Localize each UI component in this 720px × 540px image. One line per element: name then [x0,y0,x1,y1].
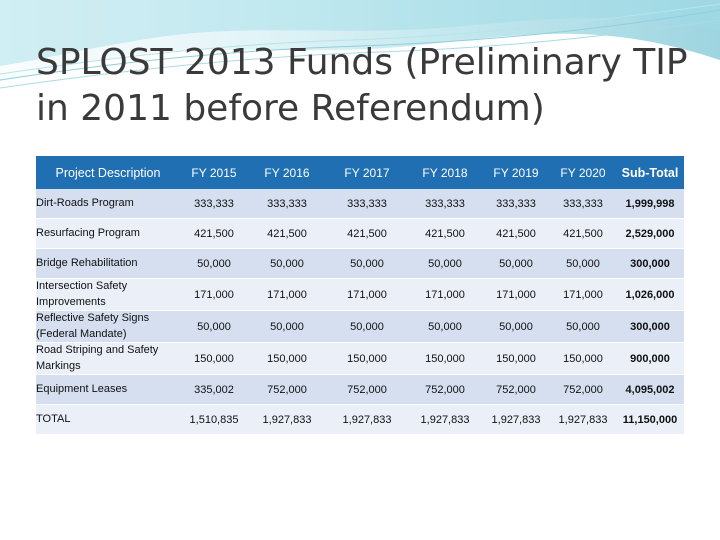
header-subtotal: Sub-Total [616,156,684,189]
table-row: Road Striping and Safety Markings 150,00… [36,343,684,375]
cell-value: 50,000 [550,311,616,343]
cell-value: 333,333 [550,189,616,219]
cell-value: 50,000 [326,311,408,343]
header-fy2017: FY 2017 [326,156,408,189]
cell-value: 752,000 [550,375,616,405]
cell-value: 333,333 [482,189,550,219]
funds-table: Project Description FY 2015 FY 2016 FY 2… [36,156,684,435]
cell-value: 50,000 [550,249,616,279]
cell-value: 171,000 [248,279,326,311]
row-description: Equipment Leases [36,375,180,405]
row-description: TOTAL [36,405,180,435]
cell-value: 50,000 [408,249,482,279]
cell-value: 1,927,833 [482,405,550,435]
header-fy2018: FY 2018 [408,156,482,189]
cell-value: 50,000 [180,311,248,343]
row-description: Intersection Safety Improvements [36,279,180,311]
cell-value: 171,000 [180,279,248,311]
cell-value: 150,000 [180,343,248,375]
cell-value: 752,000 [248,375,326,405]
table-row: Reflective Safety Signs (Federal Mandate… [36,311,684,343]
cell-value: 171,000 [326,279,408,311]
cell-value: 421,500 [408,219,482,249]
cell-value: 50,000 [482,249,550,279]
cell-subtotal: 300,000 [616,249,684,279]
table-row: Equipment Leases 335,002 752,000 752,000… [36,375,684,405]
row-description: Road Striping and Safety Markings [36,343,180,375]
cell-value: 171,000 [408,279,482,311]
cell-value: 50,000 [326,249,408,279]
cell-value: 50,000 [180,249,248,279]
row-description: Reflective Safety Signs (Federal Mandate… [36,311,180,343]
cell-value: 1,927,833 [408,405,482,435]
cell-value: 333,333 [408,189,482,219]
cell-value: 335,002 [180,375,248,405]
cell-value: 421,500 [180,219,248,249]
cell-value: 1,510,835 [180,405,248,435]
cell-value: 150,000 [408,343,482,375]
table-row: Dirt-Roads Program 333,333 333,333 333,3… [36,189,684,219]
header-fy2015: FY 2015 [180,156,248,189]
cell-value: 150,000 [482,343,550,375]
cell-value: 1,927,833 [248,405,326,435]
cell-value: 171,000 [482,279,550,311]
cell-subtotal: 11,150,000 [616,405,684,435]
table-row: Bridge Rehabilitation 50,000 50,000 50,0… [36,249,684,279]
cell-value: 333,333 [248,189,326,219]
cell-value: 171,000 [550,279,616,311]
slide-title: SPLOST 2013 Funds (Preliminary TIP in 20… [36,42,688,129]
row-description: Bridge Rehabilitation [36,249,180,279]
cell-subtotal: 900,000 [616,343,684,375]
cell-subtotal: 4,095,002 [616,375,684,405]
cell-value: 421,500 [550,219,616,249]
cell-value: 50,000 [482,311,550,343]
cell-value: 333,333 [326,189,408,219]
header-row: Project Description FY 2015 FY 2016 FY 2… [36,156,684,189]
cell-value: 150,000 [550,343,616,375]
header-project-description: Project Description [36,156,180,189]
cell-value: 50,000 [248,249,326,279]
cell-value: 1,927,833 [550,405,616,435]
row-description: Resurfacing Program [36,219,180,249]
table-row: Intersection Safety Improvements 171,000… [36,279,684,311]
row-description: Dirt-Roads Program [36,189,180,219]
cell-value: 333,333 [180,189,248,219]
cell-value: 421,500 [326,219,408,249]
cell-value: 50,000 [248,311,326,343]
cell-subtotal: 300,000 [616,311,684,343]
cell-value: 421,500 [482,219,550,249]
cell-subtotal: 1,999,998 [616,189,684,219]
cell-value: 150,000 [326,343,408,375]
cell-value: 150,000 [248,343,326,375]
wave-decoration [0,0,720,89]
table-row: Resurfacing Program 421,500 421,500 421,… [36,219,684,249]
cell-subtotal: 2,529,000 [616,219,684,249]
header-fy2019: FY 2019 [482,156,550,189]
cell-value: 1,927,833 [326,405,408,435]
cell-subtotal: 1,026,000 [616,279,684,311]
cell-value: 752,000 [408,375,482,405]
cell-value: 752,000 [482,375,550,405]
cell-value: 50,000 [408,311,482,343]
header-fy2020: FY 2020 [550,156,616,189]
header-fy2016: FY 2016 [248,156,326,189]
total-row: TOTAL 1,510,835 1,927,833 1,927,833 1,92… [36,405,684,435]
cell-value: 752,000 [326,375,408,405]
cell-value: 421,500 [248,219,326,249]
